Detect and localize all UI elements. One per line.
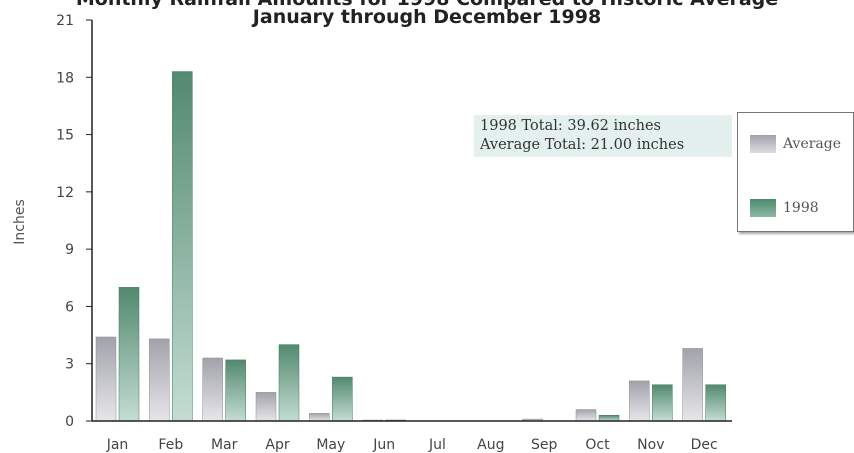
x-tick-may: May (316, 437, 345, 453)
y-tick-9: 9 (65, 242, 74, 258)
chart-title: Monthly Rainfall Amounts for 1998 Compar… (0, 0, 854, 10)
x-tick-feb: Feb (158, 437, 183, 453)
y-tick-3: 3 (65, 357, 74, 373)
legend-item-average: Average (750, 135, 841, 153)
y-axis-label: Inches (12, 199, 28, 244)
y-tick-0: 0 (65, 414, 74, 430)
bar-1998-apr (278, 344, 300, 422)
bar-average-dec (682, 348, 703, 422)
x-tick-apr: Apr (265, 437, 289, 453)
bar-1998-oct (598, 415, 620, 422)
bar-average-apr (255, 392, 277, 422)
bar-1998-feb (172, 71, 193, 422)
bar-average-feb (149, 338, 170, 422)
totals-annotation: 1998 Total: 39.62 inches Average Total: … (474, 115, 732, 157)
chart-subtitle: January through December 1998 (252, 6, 602, 28)
x-tick-mar: Mar (211, 437, 238, 453)
x-tick-jan: Jan (106, 437, 129, 453)
bar-average-may (309, 413, 330, 422)
x-tick-jul: Jul (428, 437, 446, 453)
x-tick-nov: Nov (637, 437, 664, 453)
bar-average-mar (202, 357, 223, 422)
bar-1998-may (332, 376, 353, 422)
x-tick-jun: Jun (372, 437, 395, 453)
bar-average-jan (95, 336, 117, 422)
y-tick-18: 18 (56, 70, 74, 86)
y-tick-12: 12 (56, 185, 74, 201)
legend-swatch-1998 (750, 199, 776, 217)
x-tick-aug: Aug (477, 437, 504, 453)
annotation-average-total: Average Total: 21.00 inches (480, 137, 685, 153)
chart-legend: Average 1998 (737, 112, 854, 232)
legend-label-1998: 1998 (783, 200, 819, 216)
bar-1998-mar (225, 359, 246, 422)
bar-1998-nov (652, 384, 673, 422)
annotation-1998-total: 1998 Total: 39.62 inches (480, 118, 661, 134)
bar-1998-dec (705, 384, 726, 422)
x-tick-oct: Oct (585, 437, 610, 453)
bar-1998-jan (118, 287, 140, 422)
y-tick-21: 21 (56, 13, 74, 29)
bar-average-nov (629, 380, 650, 422)
legend-item-1998: 1998 (750, 199, 819, 217)
legend-label-average: Average (783, 136, 842, 152)
y-tick-15: 15 (56, 128, 74, 144)
x-tick-dec: Dec (691, 437, 718, 453)
legend-swatch-average (750, 135, 776, 153)
y-tick-6: 6 (65, 299, 74, 315)
bar-average-oct (575, 409, 597, 422)
x-tick-sep: Sep (531, 437, 558, 453)
